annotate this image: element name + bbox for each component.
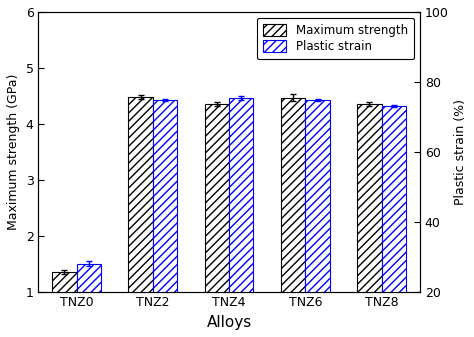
Bar (128, 97, 153, 337)
Bar (205, 104, 229, 337)
Bar (305, 100, 330, 337)
Bar (229, 98, 254, 337)
X-axis label: Alloys: Alloys (207, 315, 252, 330)
Y-axis label: Plastic strain (%): Plastic strain (%) (454, 99, 467, 205)
Y-axis label: Maximum strength (GPa): Maximum strength (GPa) (7, 73, 20, 230)
Legend: Maximum strength, Plastic strain: Maximum strength, Plastic strain (257, 18, 414, 59)
Bar (281, 97, 305, 337)
Bar (382, 106, 406, 337)
Bar (76, 264, 101, 337)
Bar (153, 100, 177, 337)
Bar (357, 104, 382, 337)
Bar (52, 272, 76, 337)
